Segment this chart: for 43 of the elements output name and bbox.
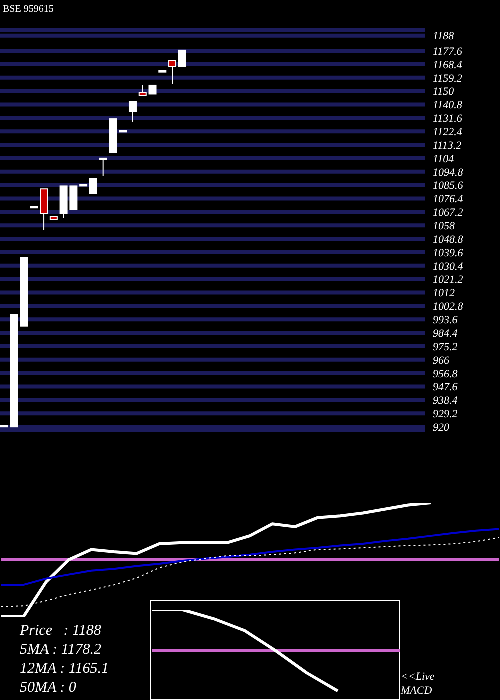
- y-tick-label: 1140.8: [433, 100, 463, 112]
- y-tick-label: 1012: [433, 288, 456, 300]
- y-tick-label: 1076.4: [433, 194, 464, 206]
- text: 50MA : 0: [20, 679, 78, 698]
- y-tick-label: 938.4: [433, 395, 458, 408]
- y-tick-label: 1094.8: [433, 166, 464, 179]
- y-tick-label: 1177.6: [433, 46, 463, 58]
- y-tick-label: 1159.2: [433, 72, 463, 85]
- y-tick-label: 1168.4: [433, 59, 463, 72]
- y-tick-label: 1104: [433, 153, 455, 166]
- chart-title: BSE 959615: [3, 4, 54, 15]
- y-tick-label: 1188: [433, 30, 455, 43]
- text: <<Live: [401, 670, 435, 684]
- y-tick-label: 1002.8: [433, 301, 464, 314]
- candlestick: [89, 178, 98, 194]
- y-tick-label: 1113.2: [433, 140, 462, 152]
- y-tick-label: 1048.8: [433, 234, 464, 246]
- y-tick-label: 1039.6: [433, 247, 464, 260]
- text: 12MA : 1165.1: [20, 660, 110, 679]
- y-tick-label: 966: [433, 354, 450, 367]
- y-tick-label: 920: [433, 422, 450, 434]
- y-tick-label: 975.2: [433, 341, 458, 354]
- y-tick-label: 984.4: [433, 328, 458, 340]
- candlestick: [178, 50, 186, 67]
- y-tick-label: 1150: [433, 86, 455, 98]
- y-tick-label: 1030.4: [433, 260, 464, 273]
- y-tick-label: 929.2: [433, 408, 458, 421]
- y-tick-label: 1021.2: [433, 274, 464, 286]
- y-tick-label: 1067.2: [433, 207, 464, 220]
- text: 5MA : 1178.2: [20, 641, 103, 660]
- y-tick-label: 956.8: [433, 368, 458, 380]
- candlestick: [138, 84, 147, 96]
- candlestick: [128, 101, 137, 122]
- y-tick-label: 1122.4: [433, 126, 463, 139]
- y-tick-label: 1131.6: [433, 113, 463, 126]
- y-tick-label: 993.6: [433, 314, 458, 327]
- y-tick-label: 1085.6: [433, 180, 464, 192]
- y-tick-label: 947.6: [433, 382, 458, 394]
- candlestick: [168, 60, 177, 85]
- text: MACD: [401, 684, 434, 698]
- text: Price : 1188: [20, 622, 102, 641]
- y-tick-label: 1058: [433, 220, 456, 233]
- candlestick: [99, 158, 108, 176]
